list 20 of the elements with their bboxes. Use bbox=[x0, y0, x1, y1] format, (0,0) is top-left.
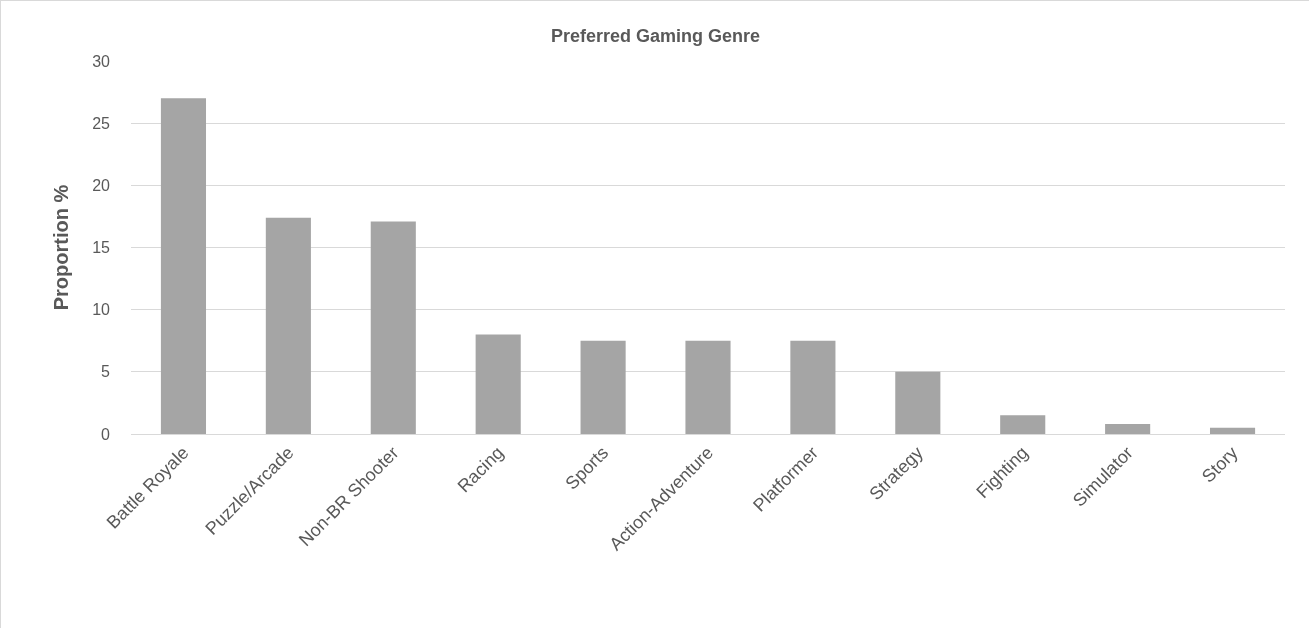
bar bbox=[475, 334, 521, 434]
y-tick-label: 20 bbox=[92, 176, 111, 194]
bar bbox=[265, 217, 311, 434]
bar bbox=[1000, 415, 1046, 434]
bar bbox=[580, 340, 626, 434]
bar bbox=[790, 340, 836, 434]
bar bbox=[370, 221, 416, 434]
y-tick-label: 10 bbox=[92, 301, 111, 319]
bar bbox=[1105, 424, 1151, 434]
chart-title: Preferred Gaming Genre bbox=[550, 25, 761, 46]
y-tick-label: 30 bbox=[92, 52, 111, 70]
y-axis-title: Proportion % bbox=[49, 184, 72, 311]
bar bbox=[685, 340, 731, 434]
bar bbox=[895, 371, 941, 434]
y-tick-label: 25 bbox=[92, 114, 111, 132]
y-tick-label: 15 bbox=[92, 239, 111, 257]
y-tick-label: 5 bbox=[101, 363, 111, 381]
y-tick-label: 0 bbox=[101, 425, 111, 443]
bar bbox=[160, 98, 207, 434]
bar bbox=[1209, 427, 1256, 434]
